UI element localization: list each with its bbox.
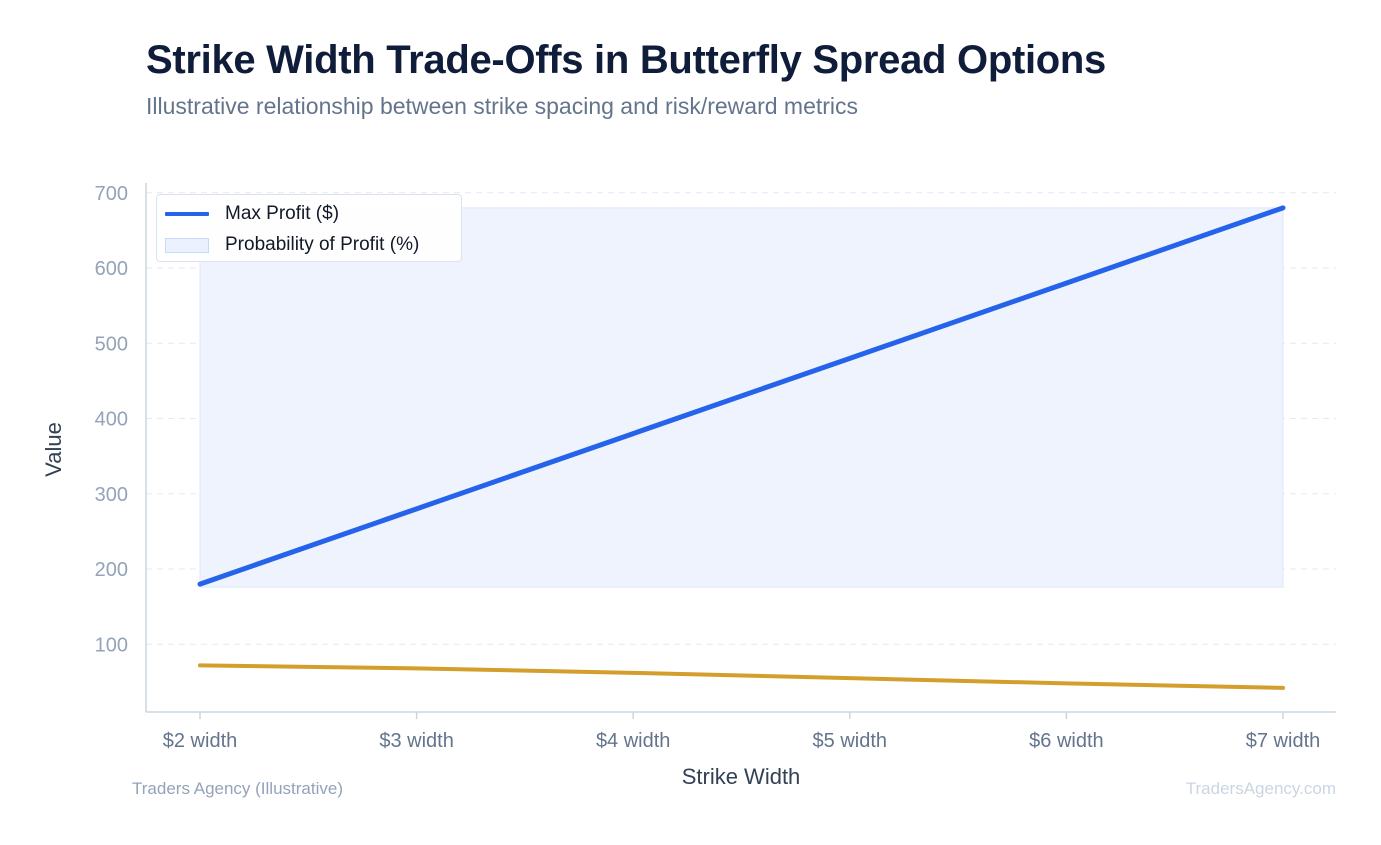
x-tick-label: $2 width <box>163 730 238 752</box>
footer-site: TradersAgency.com <box>1185 779 1336 798</box>
x-axis-title: Strike Width <box>682 764 801 789</box>
legend-label-max-profit: Max Profit ($) <box>225 203 340 224</box>
legend-item-probability: Probability of Profit (%) <box>165 234 419 256</box>
x-tick-label: $5 width <box>813 730 888 752</box>
y-tick-label: 600 <box>95 258 128 280</box>
secondary-line <box>198 663 1285 690</box>
chart-title: Strike Width Trade-Offs in Butterfly Spr… <box>146 38 1106 82</box>
x-tick-label: $3 width <box>379 730 454 752</box>
y-tick-label: 200 <box>95 559 128 581</box>
legend-label-probability: Probability of Profit (%) <box>225 234 420 255</box>
x-tick-label: $4 width <box>596 730 671 752</box>
y-tick-label: 500 <box>95 333 128 355</box>
x-tick-label: $6 width <box>1029 730 1104 752</box>
chart-subtitle: Illustrative relationship between strike… <box>146 93 859 119</box>
legend-swatch-probability <box>165 237 209 253</box>
y-tick-label: 700 <box>95 183 128 205</box>
chart-legend: Max Profit ($) Probability of Profit (%) <box>156 194 462 262</box>
max-profit-line <box>197 205 1286 587</box>
y-tick-label: 100 <box>95 634 128 656</box>
y-tick-label: 400 <box>95 409 128 431</box>
legend-swatch-max-profit <box>165 212 209 216</box>
x-tick-label: $7 width <box>1246 730 1321 752</box>
y-tick-label: 300 <box>95 484 128 506</box>
legend-item-max-profit: Max Profit ($) <box>165 203 339 225</box>
footer-source: Traders Agency (Illustrative) <box>132 779 343 798</box>
y-axis-title: Value <box>41 422 66 477</box>
